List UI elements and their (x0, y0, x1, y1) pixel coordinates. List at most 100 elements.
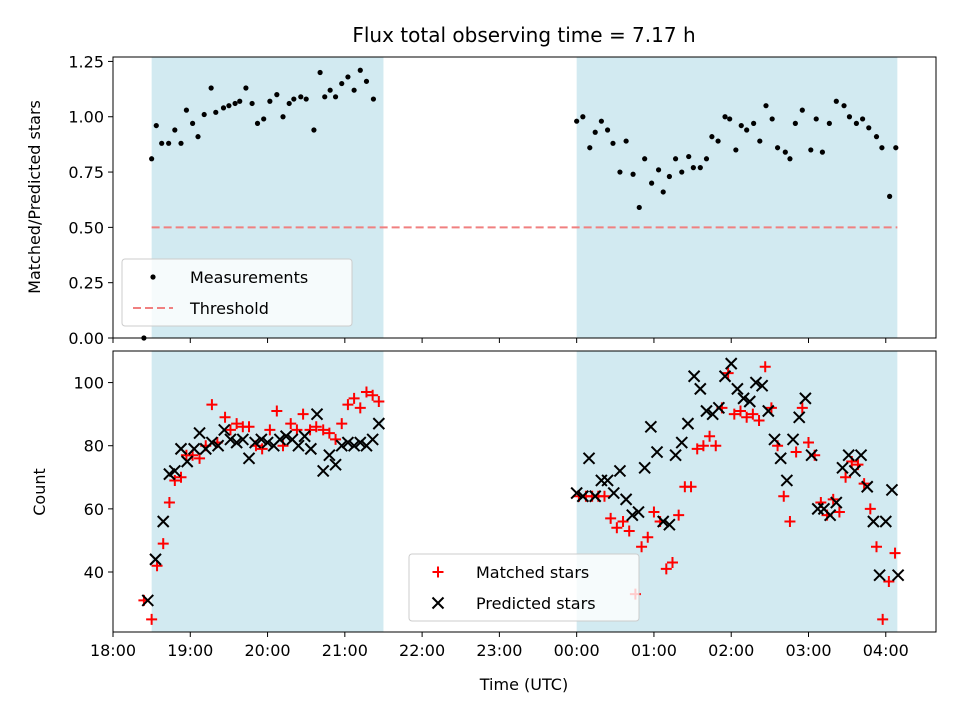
matched-star-marker (194, 452, 206, 464)
measurement-point (286, 100, 292, 107)
predicted-star-marker (848, 464, 862, 478)
predicted-star-marker (187, 442, 201, 456)
matched-star-marker (605, 512, 617, 524)
matched-star-marker (802, 437, 814, 449)
measurement-point (617, 169, 623, 175)
matched-star-marker (877, 613, 889, 625)
predicted-star-marker (354, 436, 367, 449)
matched-star-marker (747, 408, 759, 420)
measurement-point (267, 98, 273, 104)
measurement-point (660, 189, 666, 195)
measurement-point (757, 138, 763, 144)
predicted-star-marker (626, 508, 639, 522)
bottom-y-ticks: 40 60 80 100 (73, 374, 113, 582)
top-axes-frame (112, 56, 937, 339)
matched-star-marker (697, 440, 709, 452)
matched-star-marker (354, 402, 366, 414)
measurement-point (655, 167, 662, 173)
measurement-point (345, 74, 351, 80)
predicted-star-marker (304, 442, 318, 456)
matched-star-marker (163, 497, 175, 509)
matched-star-marker (660, 563, 672, 575)
measurement-point (213, 109, 219, 115)
measurement-point (697, 165, 703, 171)
measurement-point (178, 140, 184, 146)
predicted-star-marker (347, 439, 361, 452)
predicted-star-marker (601, 474, 614, 487)
measurement-point (690, 165, 696, 171)
predicted-star-marker (292, 439, 305, 452)
x-tick-label: 04:00 (863, 641, 909, 660)
bottom-x-ticks: 18:00 19:00 20:00 21:00 22:00 23:00 00:00 01:00… (90, 632, 909, 660)
measurement-point (249, 100, 255, 107)
measurement-points (141, 67, 899, 341)
legend-measurements-label: Measurements (190, 268, 308, 287)
predicted-star-marker (762, 404, 775, 418)
predicted-star-marker (218, 423, 231, 437)
top-x-ticks (112, 338, 887, 343)
legend-matched-plus (432, 566, 444, 578)
matched-star-marker (883, 575, 895, 587)
predicted-star-marker (582, 452, 596, 465)
top-legend-box (121, 258, 353, 327)
legend-matched-label: Matched stars (476, 563, 589, 582)
measurement-point (727, 116, 733, 122)
predicted-star-marker (712, 401, 726, 415)
matched-star-marker (271, 405, 283, 417)
bottom-panel: 40 60 80 100 18:00 19:00 20:00 21:00 22:00 23:00… (30, 350, 937, 694)
x-tick-label: 01:00 (631, 641, 677, 660)
measurement-point (782, 149, 788, 155)
x-tick-label: 02:00 (708, 641, 754, 660)
legend-predicted-marker (431, 596, 445, 610)
measurement-point (887, 193, 893, 199)
measurement-point (598, 118, 604, 124)
predicted-star-marker (157, 515, 170, 528)
predicted-star-marker (830, 496, 843, 509)
measurement-point (261, 116, 267, 122)
measurement-point (738, 122, 744, 129)
matched-star-marker (285, 418, 297, 430)
top-legend: Measurements Threshold (121, 258, 353, 327)
matched-star-marker (310, 421, 322, 433)
top-y-tick-label: 0.25 (68, 274, 104, 293)
measurement-point (159, 140, 165, 146)
predicted-star-marker (211, 439, 225, 452)
matched-star-marker (636, 541, 648, 553)
matched-star-marker (623, 525, 635, 537)
measurement-point (672, 156, 679, 162)
bottom-legend: Matched stars Predicted stars (408, 553, 640, 622)
predicted-star-marker (168, 464, 182, 478)
measurement-point (322, 94, 328, 100)
predicted-star-marker (780, 474, 794, 487)
matched-star-marker (666, 557, 678, 569)
matched-star-marker (728, 408, 740, 420)
predicted-star-marker (669, 448, 682, 462)
measurement-point (866, 125, 872, 131)
x-tick-label: 20:00 (244, 641, 290, 660)
measurement-point (291, 96, 297, 102)
measurement-point (819, 149, 826, 155)
measurement-point (769, 116, 775, 122)
measurement-point (623, 138, 629, 144)
measurement-point (833, 98, 839, 104)
measurement-point (208, 85, 214, 91)
x-tick-label: 18:00 (90, 641, 136, 660)
predicted-star-marker (638, 461, 651, 475)
predicted-star-marker (650, 445, 664, 459)
predicted-star-marker (242, 452, 256, 465)
matched-star-marker (256, 443, 268, 455)
predicted-star-marker (743, 395, 756, 408)
figure-title: Flux total observing time = 7.17 h (352, 23, 695, 47)
measurement-point (666, 173, 672, 180)
matched-star-marker (367, 389, 379, 401)
matched-star-marker (759, 361, 771, 373)
measurement-point (195, 134, 201, 140)
bottom-y-tick-label: 100 (73, 374, 104, 393)
measurement-point (363, 78, 370, 84)
measurement-point (172, 127, 178, 133)
shaded-span-1 (576, 57, 898, 338)
top-y-tick-label: 0.00 (68, 329, 104, 348)
predicted-star-marker (663, 518, 676, 531)
matched-star-marker (611, 522, 623, 534)
measurement-point (280, 114, 286, 120)
